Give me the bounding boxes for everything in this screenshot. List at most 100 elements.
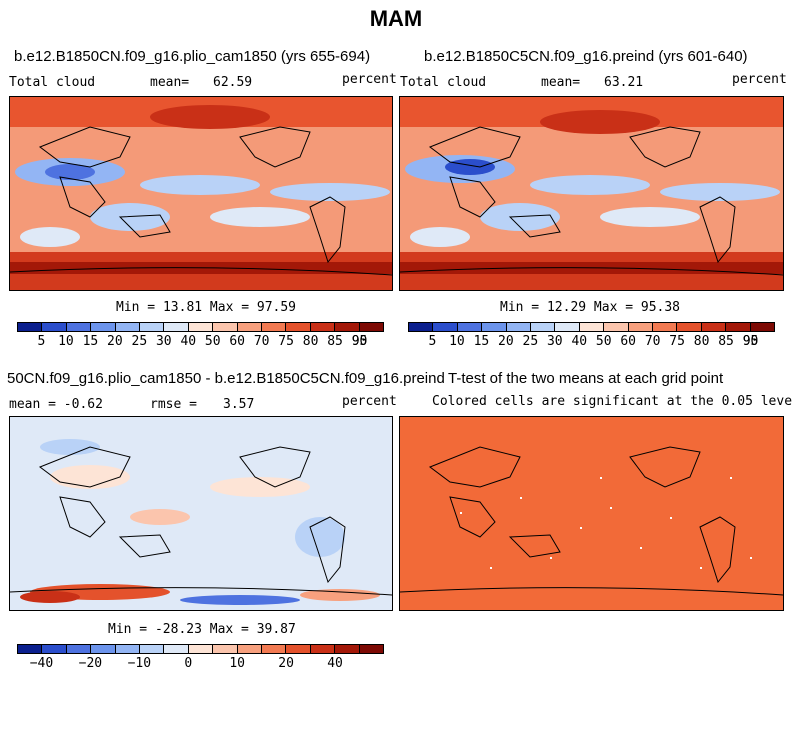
panel1-min-max: Min = 13.81 Max = 97.59 xyxy=(116,300,297,315)
panel3-min-max: Min = -28.23 Max = 39.87 xyxy=(108,622,296,637)
colorbar-diff-swatch xyxy=(164,645,189,653)
colorbar-abs-right-swatch xyxy=(604,323,629,331)
colorbar-abs-left-tick-label: 90 xyxy=(351,334,368,349)
colorbar-abs-left-tick-label: 60 xyxy=(229,334,246,349)
colorbar-abs-right-tick-label: 40 xyxy=(571,334,588,349)
panel2-mean-label: mean= xyxy=(541,75,581,90)
colorbar-abs-right-tick-label: 70 xyxy=(644,334,661,349)
colorbar-abs-left-swatch xyxy=(66,323,92,331)
figure-title: MAM xyxy=(369,6,423,31)
panel1-mean-value: 62.59 xyxy=(213,75,253,90)
colorbar-abs-left-swatch xyxy=(188,323,214,331)
colorbar-diff-swatch xyxy=(335,645,360,653)
colorbar-abs-left-swatch xyxy=(286,323,311,331)
colorbar-diff-tick-label: −20 xyxy=(78,656,103,671)
panel3-mean: mean = -0.62 xyxy=(9,397,103,412)
colorbar-abs-right-tick-label: 60 xyxy=(620,334,637,349)
colorbar-abs-right-swatch xyxy=(726,323,751,331)
colorbar-abs-left-swatch xyxy=(42,323,67,331)
colorbar-diff-swatch xyxy=(286,645,311,653)
colorbar-abs-right-swatch xyxy=(531,323,556,331)
colorbar-diff-swatch xyxy=(115,645,141,653)
colorbar-abs-left-tick-label: 15 xyxy=(82,334,99,349)
colorbar-abs-left-swatch xyxy=(18,323,43,331)
panel1-units: percent xyxy=(342,72,397,87)
colorbar-abs-right-swatch xyxy=(628,323,654,331)
colorbar-absolute-left xyxy=(17,322,384,332)
colorbar-diff-swatch xyxy=(359,645,384,653)
panel2-min-max: Min = 12.29 Max = 95.38 xyxy=(500,300,681,315)
colorbar-diff-swatch xyxy=(42,645,67,653)
panel3-units: percent xyxy=(342,394,397,409)
colorbar-abs-left-swatch xyxy=(213,323,238,331)
colorbar-abs-right-tick-label: 15 xyxy=(473,334,490,349)
colorbar-abs-right-swatch xyxy=(409,323,434,331)
colorbar-abs-left-tick-label: 40 xyxy=(180,334,197,349)
colorbar-abs-right-swatch xyxy=(750,323,775,331)
colorbar-abs-right-swatch xyxy=(653,323,678,331)
colorbar-diff-swatch xyxy=(91,645,116,653)
panel1-map xyxy=(9,96,393,291)
colorbar-abs-left-swatch xyxy=(140,323,165,331)
colorbar-diff-swatch xyxy=(237,645,263,653)
colorbar-abs-left-swatch xyxy=(335,323,360,331)
colorbar-diff-tick-label: −40 xyxy=(29,656,54,671)
panel2-variable-label: Total cloud xyxy=(400,75,487,90)
panel1-mean-label: mean= xyxy=(150,75,190,90)
colorbar-diff-swatch xyxy=(188,645,214,653)
panel2-map xyxy=(399,96,784,291)
colorbar-diff-swatch xyxy=(66,645,92,653)
colorbar-abs-right-tick-label: 25 xyxy=(522,334,539,349)
panel4-subtitle: Colored cells are significant at the 0.0… xyxy=(432,394,792,409)
colorbar-diff-tick-label: 20 xyxy=(278,656,294,671)
colorbar-diff-swatch xyxy=(310,645,336,653)
colorbar-diff-tick-label: 10 xyxy=(229,656,246,671)
colorbar-abs-right-tick-label: 20 xyxy=(498,334,514,349)
colorbar-absolute-right xyxy=(408,322,775,332)
colorbar-diff-tick-label: −10 xyxy=(127,656,152,671)
colorbar-abs-right-tick-label: 5 xyxy=(428,334,437,349)
panel4-map xyxy=(399,416,784,611)
colorbar-abs-right-tick-label: 30 xyxy=(546,334,563,349)
colorbar-diff-tick-label: 0 xyxy=(184,656,193,671)
panel4-title: T-test of the two means at each grid poi… xyxy=(448,370,724,387)
panel1-variable-label: Total cloud xyxy=(9,75,96,90)
colorbar-abs-left-swatch xyxy=(310,323,336,331)
colorbar-abs-left-swatch xyxy=(262,323,287,331)
colorbar-abs-left-tick-label: 85 xyxy=(327,334,343,349)
colorbar-diff-swatch xyxy=(140,645,165,653)
colorbar-difference-labels: −40 −20 −10 0 10 20 40 xyxy=(17,656,384,671)
panel2-units: percent xyxy=(732,72,787,87)
panel3-map xyxy=(9,416,393,611)
colorbar-abs-left-swatch xyxy=(115,323,141,331)
panel2-mean-value: 63.21 xyxy=(604,75,644,90)
colorbar-abs-right-swatch xyxy=(701,323,727,331)
colorbar-abs-right-tick-label: 85 xyxy=(718,334,734,349)
colorbar-abs-right-swatch xyxy=(506,323,532,331)
colorbar-abs-left-tick-label: 25 xyxy=(131,334,148,349)
colorbar-abs-left-tick-label: 20 xyxy=(107,334,123,349)
colorbar-abs-right-tick-label: 75 xyxy=(669,334,685,349)
colorbar-abs-left-swatch xyxy=(91,323,116,331)
colorbar-abs-right-swatch xyxy=(482,323,507,331)
colorbar-abs-left-swatch xyxy=(237,323,263,331)
colorbar-absolute-right-labels: 5 10 15 20 25 30 40 50 60 70 75 80 85 90 95 xyxy=(408,334,775,349)
colorbar-abs-right-swatch xyxy=(555,323,580,331)
colorbar-diff-tick-label: 40 xyxy=(327,656,343,671)
colorbar-abs-left-swatch xyxy=(359,323,384,331)
colorbar-diff-swatch xyxy=(18,645,43,653)
colorbar-abs-right-tick-label: 50 xyxy=(595,334,612,349)
colorbar-abs-left-tick-label: 30 xyxy=(155,334,172,349)
colorbar-abs-right-tick-label: 10 xyxy=(449,334,465,349)
colorbar-difference xyxy=(17,644,384,654)
colorbar-abs-right-swatch xyxy=(433,323,458,331)
colorbar-abs-left-tick-label: 10 xyxy=(58,334,74,349)
colorbar-abs-right-tick-label: 90 xyxy=(742,334,759,349)
panel3-title: 50CN.f09_g16.plio_cam1850 - b.e12.B1850C… xyxy=(7,370,445,387)
colorbar-abs-right-swatch xyxy=(677,323,702,331)
panel3-rmse-value: 3.57 xyxy=(223,397,255,412)
colorbar-abs-left-swatch xyxy=(164,323,189,331)
colorbar-abs-left-tick-label: 70 xyxy=(253,334,270,349)
colorbar-abs-left-tick-label: 95 xyxy=(351,334,368,349)
colorbar-absolute-left-labels: 5 10 15 20 25 30 40 50 60 70 75 80 85 90 95 xyxy=(17,334,384,349)
